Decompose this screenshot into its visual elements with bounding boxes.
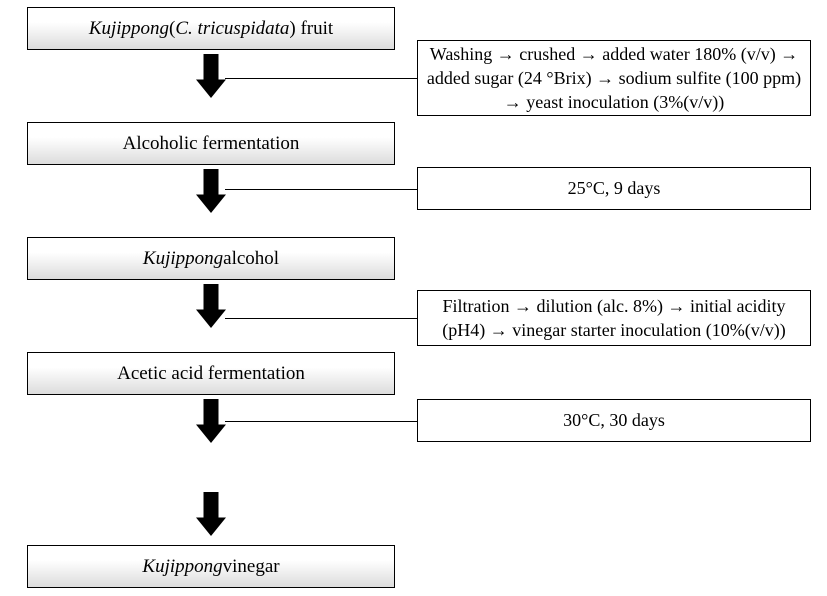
down-arrow-1 bbox=[196, 169, 226, 213]
flow-step-3: Acetic acid fermentation bbox=[27, 352, 395, 395]
connector-2 bbox=[225, 318, 417, 319]
flow-step-1: Alcoholic fermentation bbox=[27, 122, 395, 165]
down-arrow-0 bbox=[196, 54, 226, 98]
flow-note-3: 30°C, 30 days bbox=[417, 399, 811, 442]
flow-note-0: Washing → crushed → added water 180% (v/… bbox=[417, 40, 811, 116]
down-arrow-3 bbox=[196, 399, 226, 443]
connector-1 bbox=[225, 189, 417, 190]
flow-step-0: Kujippong (C. tricuspidata) fruit bbox=[27, 7, 395, 50]
flow-note-1: 25°C, 9 days bbox=[417, 167, 811, 210]
down-arrow-2 bbox=[196, 284, 226, 328]
flow-step-4: Kujippong vinegar bbox=[27, 545, 395, 588]
flow-note-2: Filtration → dilution (alc. 8%) → initia… bbox=[417, 290, 811, 346]
down-arrow-4 bbox=[196, 492, 226, 536]
flow-step-2: Kujippong alcohol bbox=[27, 237, 395, 280]
connector-3 bbox=[225, 421, 417, 422]
connector-0 bbox=[225, 78, 417, 79]
